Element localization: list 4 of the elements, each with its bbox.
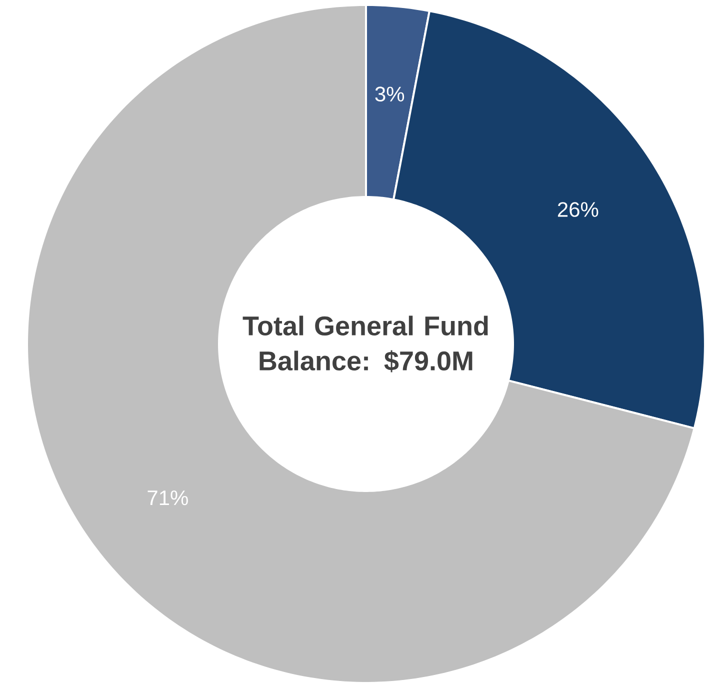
text: Total General Fund Balance: $79.0M [242,316,488,372]
data-label: 26% [558,202,598,217]
data-label: 71% [148,490,188,506]
data-label: 3% [375,86,404,102]
